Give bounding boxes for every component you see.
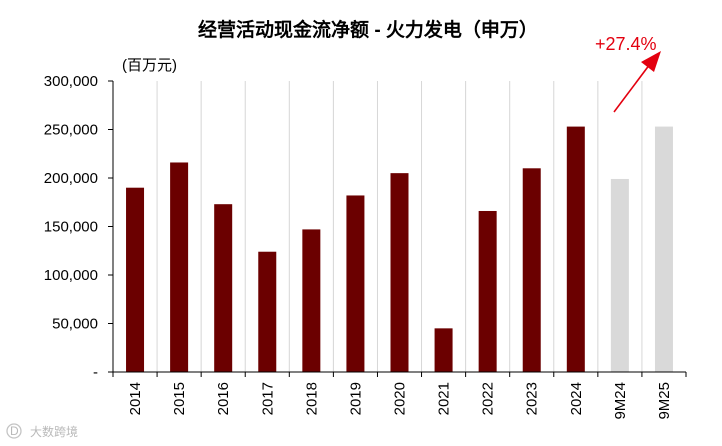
- y-tick-label: 100,000: [44, 267, 98, 284]
- y-tick-label: -: [93, 364, 98, 381]
- x-tick-label: 2017: [259, 382, 276, 415]
- bar-2022: [478, 210, 497, 372]
- bar-2016: [214, 204, 233, 372]
- bar-2019: [346, 195, 365, 372]
- bar-9M24: [610, 178, 629, 372]
- bar-2024: [566, 126, 585, 372]
- growth-arrow-head: [641, 51, 661, 72]
- y-tick-label: 150,000: [44, 219, 98, 236]
- x-tick-label: 9M24: [612, 382, 629, 420]
- bar-2015: [170, 162, 189, 372]
- x-tick-label: 9M25: [656, 382, 673, 420]
- x-tick-label: 2018: [303, 382, 320, 415]
- grid-lines: [156, 81, 643, 372]
- bar-2020: [390, 173, 409, 372]
- y-tick-label: 300,000: [44, 73, 98, 90]
- x-tick-label: 2015: [171, 382, 188, 415]
- axes: [108, 80, 687, 377]
- x-tick-labels: 2014 2015 2016 2017 2018 2019 2020 2021 2022 2023…: [127, 382, 673, 420]
- bars: [126, 126, 673, 372]
- watermark-logo-icon: [6, 423, 22, 439]
- x-tick-label: 2020: [392, 382, 409, 415]
- growth-annotation: +27.4%: [595, 34, 661, 113]
- bar-2018: [302, 229, 321, 372]
- x-tick-label: 2023: [524, 382, 541, 415]
- y-tick-labels: - 50,000 100,000 150,000 200,000 250,000 300,0…: [44, 73, 98, 381]
- x-tick-label: 2019: [347, 382, 364, 415]
- growth-annotation-label: +27.4%: [595, 34, 657, 54]
- bar-2021: [434, 328, 453, 372]
- x-tick-label: 2016: [215, 382, 232, 415]
- bar-2023: [522, 168, 541, 372]
- watermark-logo-letter: D: [10, 424, 19, 438]
- x-tick-label: 2024: [568, 382, 585, 415]
- y-tick-label: 250,000: [44, 122, 98, 139]
- watermark: D 大数跨境: [6, 423, 78, 439]
- chart-title: 经营活动现金流净额 - 火力发电（申万）: [198, 18, 538, 41]
- bar-2017: [258, 251, 277, 372]
- bar-9M25: [654, 126, 673, 372]
- x-tick-label: 2014: [127, 382, 144, 415]
- x-tick-label: 2021: [436, 382, 453, 415]
- growth-arrow-line: [613, 63, 651, 113]
- bar-2014: [126, 187, 145, 372]
- x-tick-label: 2022: [480, 382, 497, 415]
- y-tick-label: 50,000: [52, 316, 98, 333]
- y-tick-label: 200,000: [44, 170, 98, 187]
- y-axis-unit: (百万元): [122, 57, 177, 74]
- watermark-text: 大数跨境: [30, 424, 78, 439]
